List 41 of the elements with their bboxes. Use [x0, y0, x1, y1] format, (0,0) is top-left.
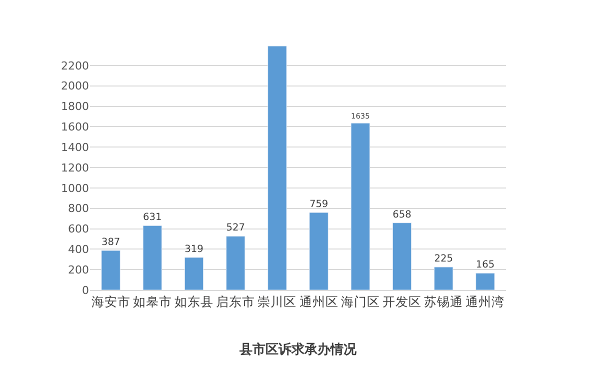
y-tick-label: 1600	[61, 120, 89, 134]
bar	[350, 122, 370, 290]
y-tick-label: 0	[82, 284, 89, 297]
x-tick-label: 海门区	[340, 294, 380, 309]
x-tick-label: 启东市	[216, 294, 256, 309]
data-label: 631	[143, 212, 162, 224]
bar	[434, 266, 454, 290]
y-tick-label: 1000	[61, 182, 89, 195]
y-tick-label: 2200	[61, 59, 89, 72]
y-tick-label: 1800	[61, 100, 89, 114]
data-label: 387	[101, 237, 120, 248]
x-tick-label: 苏锡通	[424, 294, 464, 309]
bar	[101, 250, 120, 290]
bar	[226, 236, 246, 290]
y-tick-label: 1400	[61, 140, 89, 154]
y-tick-label: 800	[68, 202, 89, 216]
bar	[142, 225, 162, 290]
y-tick-label: 1200	[61, 161, 89, 174]
bar	[184, 257, 204, 290]
bar	[309, 212, 328, 290]
data-label: 759	[309, 199, 328, 210]
x-tick-label: 如皋市	[132, 294, 172, 309]
x-tick-label: 如东县	[174, 294, 214, 309]
text: 县市区诉求承办情况	[238, 341, 358, 358]
data-label: 527	[226, 222, 245, 234]
bar	[268, 46, 287, 290]
x-tick-label: 通州湾	[466, 294, 505, 309]
y-tick-label: 400	[68, 243, 89, 256]
y-tick-label: 200	[68, 263, 89, 276]
x-tick-label: 崇川区	[258, 294, 297, 309]
y-tick-label: 600	[68, 222, 89, 236]
data-label: 658	[392, 209, 412, 220]
x-tick-label: 开发区	[382, 294, 422, 309]
data-label: 225	[434, 254, 453, 265]
x-tick-label: 通州区	[299, 294, 338, 309]
data-label: 319	[184, 244, 204, 255]
bar	[392, 222, 412, 290]
data-label: 165	[476, 260, 495, 271]
x-tick-label: 海安市	[91, 294, 130, 309]
bar	[476, 272, 495, 290]
y-tick-label: 2000	[61, 80, 89, 93]
